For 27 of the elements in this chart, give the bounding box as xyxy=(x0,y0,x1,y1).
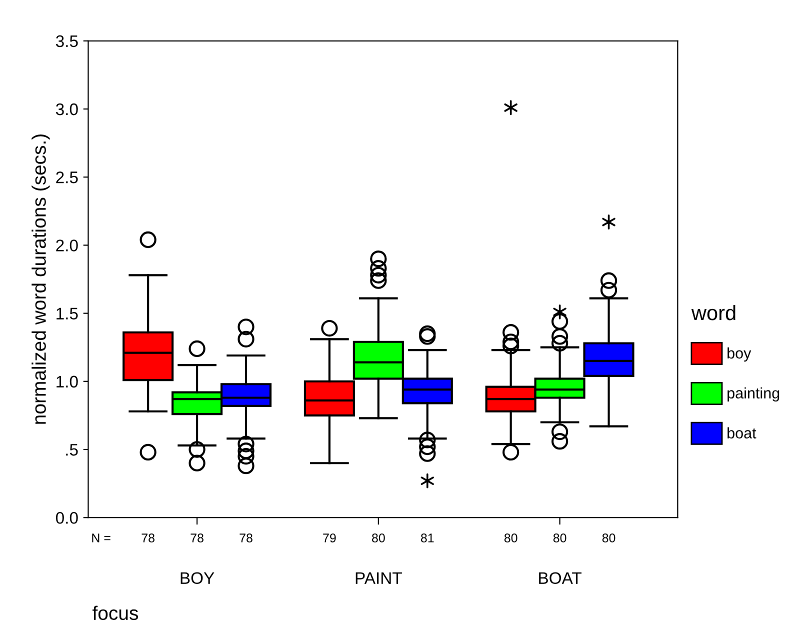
y-axis-title: normalized word durations (secs.) xyxy=(32,134,50,424)
legend-label: boy xyxy=(728,347,752,362)
x-axis-title: focus xyxy=(92,606,138,620)
legend-label: painting xyxy=(728,387,780,402)
text: 80 xyxy=(553,534,566,542)
x-tick-label: BOY xyxy=(180,572,214,584)
y-tick-label: 0.0 xyxy=(56,512,78,524)
y-tick-label: 1.0 xyxy=(56,376,78,388)
text: 78 xyxy=(190,534,204,542)
y-tick-label: .5 xyxy=(66,444,78,456)
text: 80 xyxy=(504,534,518,542)
text: 78 xyxy=(240,534,252,542)
text: 78 xyxy=(142,534,154,542)
x-tick-label: PAINT xyxy=(356,572,402,584)
text: 81 xyxy=(420,534,434,542)
legend-label: boat xyxy=(728,427,756,438)
legend-title: word xyxy=(691,304,736,320)
y-tick-label: 3.5 xyxy=(56,35,78,48)
text: 80 xyxy=(602,534,616,542)
y-tick-label: 2.0 xyxy=(56,240,78,252)
y-tick-label: 2.5 xyxy=(56,171,78,184)
x-tick-label: BOAT xyxy=(539,572,582,584)
text: N = xyxy=(92,534,110,542)
y-tick-label: 1.5 xyxy=(56,308,78,320)
text: 80 xyxy=(372,534,385,542)
text: 79 xyxy=(323,534,336,542)
y-tick-label: 3.0 xyxy=(56,103,78,116)
